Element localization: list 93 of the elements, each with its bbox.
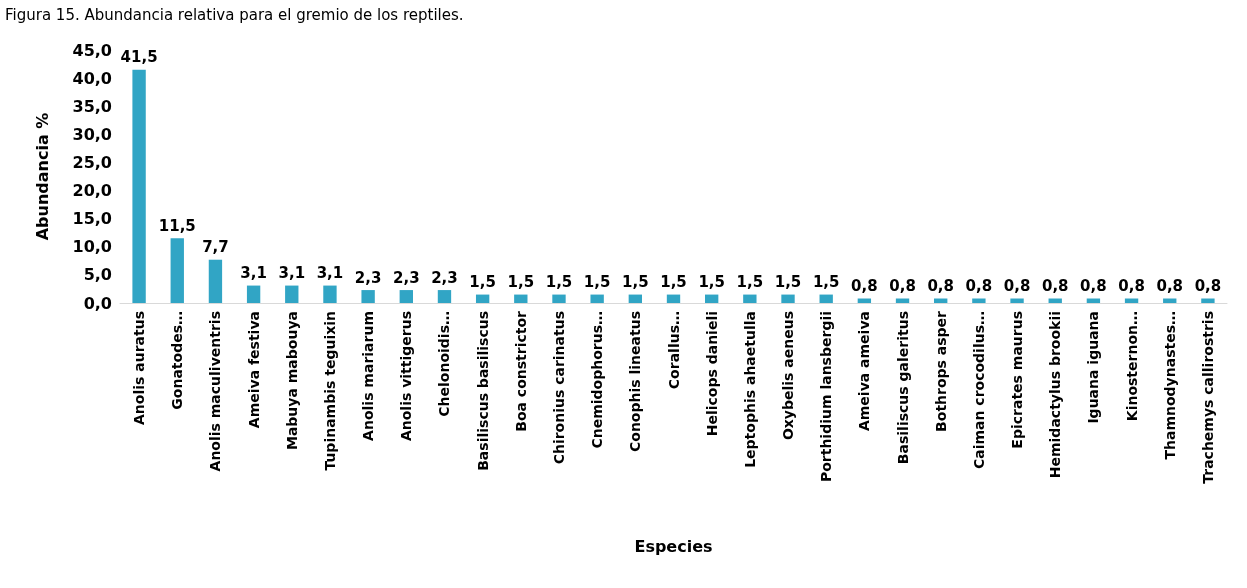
data-label: 0,8: [1003, 277, 1031, 295]
x-tick-label: Bothrops asper: [932, 310, 949, 432]
x-tick-label: Anolis vittigerus: [398, 311, 415, 442]
x-tick-label: Mabuya mabouya: [283, 311, 300, 451]
x-tick-label: Chelonoidis…: [436, 311, 453, 417]
bar: [361, 290, 375, 303]
x-tick-label: Leptophis ahaetulla: [741, 311, 758, 468]
x-tick-label: Ameiva ameiva: [856, 311, 873, 432]
bar: [208, 259, 223, 303]
bar: [475, 294, 490, 303]
bar: [170, 238, 184, 303]
bar: [590, 294, 604, 303]
bar: [399, 290, 413, 303]
bar: [132, 69, 146, 303]
data-label: 0,8: [965, 277, 993, 295]
x-tick-label: Ameiva festiva: [245, 311, 262, 429]
y-tick-label: 15,0: [72, 209, 112, 229]
x-tick-label: Cnemidophorus…: [589, 311, 606, 449]
data-label: 1,5: [507, 273, 535, 292]
data-label: 1,5: [774, 273, 802, 292]
data-label: 3,1: [278, 264, 306, 283]
data-label: 11,5: [158, 216, 196, 235]
y-tick-label: 5,0: [83, 265, 112, 285]
bar: [514, 294, 528, 303]
bar: [666, 294, 681, 303]
bar: [285, 285, 299, 303]
data-label: 0,8: [1118, 277, 1145, 295]
data-label: 0,8: [851, 277, 878, 295]
y-tick-label: 20,0: [72, 181, 112, 201]
x-tick-label: Boa constrictor: [512, 310, 529, 432]
data-label: 3,1: [240, 264, 267, 283]
x-tick-label: Anolis maculiventris: [207, 311, 224, 472]
x-tick-label: Trachemys callirostris: [1199, 311, 1216, 484]
data-label: 2,3: [431, 268, 458, 287]
y-axis-title: Abundancia %: [32, 112, 52, 241]
x-tick-label: Anolis auratus: [131, 311, 148, 425]
x-tick-label: Caiman crocodilus…: [970, 311, 987, 470]
data-label: 1,5: [622, 273, 649, 292]
data-label: 0,8: [1194, 277, 1222, 295]
x-tick-label: Thamnodynastes…: [1161, 311, 1178, 460]
y-tick-label: 45,0: [72, 40, 112, 60]
bar: [1201, 298, 1215, 303]
x-tick-label: Helicops danieli: [703, 311, 720, 437]
data-label: 1,5: [469, 273, 496, 292]
y-tick-label: 10,0: [72, 237, 112, 257]
data-label: 0,8: [1080, 277, 1107, 295]
data-label: 2,3: [354, 268, 382, 287]
x-tick-label: Tupinambis teguixin: [321, 311, 338, 471]
x-tick-label: Oxybelis aeneus: [780, 311, 797, 441]
bar: [972, 298, 986, 303]
x-tick-label: Anolis mariarum: [360, 311, 377, 441]
data-label: 0,8: [1041, 277, 1069, 295]
data-label: 1,5: [660, 273, 687, 292]
x-tick-label: Corallus…: [665, 311, 682, 390]
x-tick-label: Conophis lineatus: [627, 311, 644, 452]
x-tick-label: Hemidactylus brookii: [1047, 311, 1064, 479]
y-tick-label: 30,0: [72, 124, 112, 144]
bar: [246, 285, 261, 303]
chart-title: Figura 15. Abundancia relativa para el gremio de los reptiles.: [5, 5, 464, 24]
data-label: 1,5: [545, 273, 573, 292]
data-label: 1,5: [736, 273, 764, 292]
x-tick-label: Iguana iguana: [1085, 311, 1102, 424]
data-label: 0,8: [927, 277, 954, 295]
data-label: 1,5: [812, 273, 840, 292]
x-tick-label: Basiliscus galeritus: [894, 311, 911, 465]
data-label: 1,5: [583, 273, 611, 292]
data-label: 1,5: [698, 273, 725, 292]
data-label: 3,1: [316, 264, 344, 283]
x-tick-label: Gonatodes…: [169, 311, 186, 410]
x-tick-label: Chironius carinatus: [550, 311, 567, 465]
data-label: 0,8: [889, 277, 916, 295]
data-label: 2,3: [393, 268, 420, 287]
y-tick-label: 40,0: [72, 68, 112, 88]
bar: [1010, 298, 1024, 303]
bar: [781, 294, 795, 303]
y-tick-label: 0,0: [83, 293, 112, 313]
bar: [743, 294, 757, 303]
data-label: 7,7: [202, 238, 229, 257]
data-label: 41,5: [120, 48, 158, 67]
data-label: 0,8: [1156, 277, 1184, 295]
bar: [552, 294, 566, 303]
bar: [437, 290, 452, 303]
bar: [704, 294, 719, 303]
x-tick-label: Porthidium lansbergii: [818, 311, 835, 483]
bar: [628, 294, 643, 303]
x-tick-label: Kinosternon…: [1123, 311, 1140, 422]
x-tick-label: Epicrates maurus: [1009, 311, 1026, 449]
x-tick-label: Basiliscus basiliscus: [474, 311, 491, 471]
bar: [819, 294, 833, 303]
bar: [323, 285, 337, 303]
y-tick-label: 25,0: [72, 152, 112, 172]
y-tick-label: 35,0: [72, 96, 112, 116]
x-axis-title: Especies: [634, 536, 713, 556]
